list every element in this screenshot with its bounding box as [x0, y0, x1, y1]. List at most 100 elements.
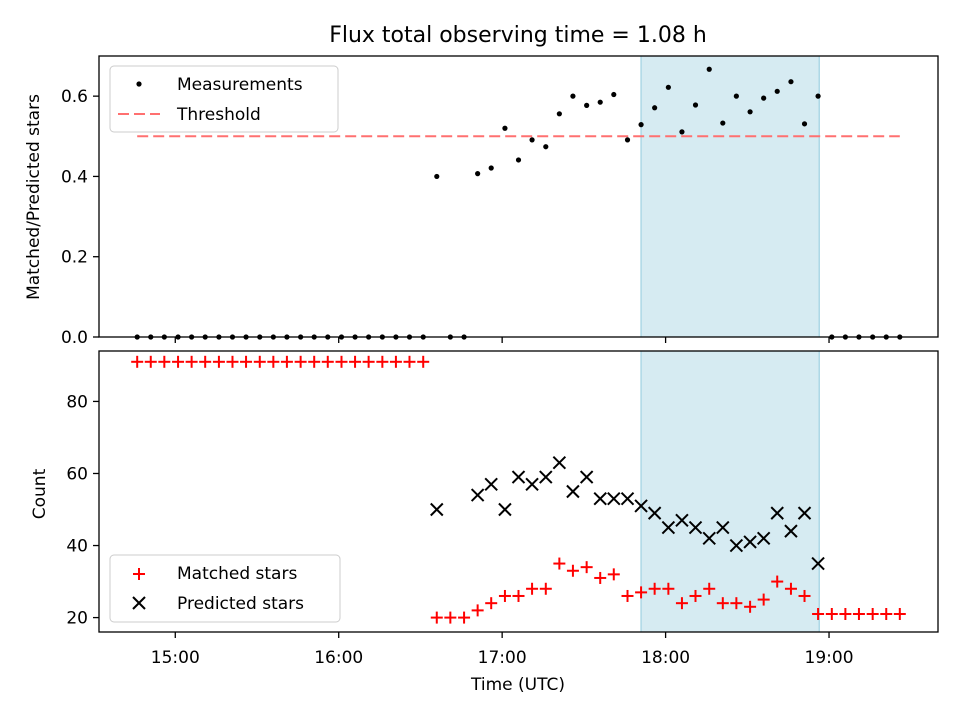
measurement-point	[788, 79, 794, 85]
matched-star-point	[267, 355, 280, 368]
matched-star-point	[621, 589, 634, 602]
matched-star-point	[389, 355, 402, 368]
bottom-y-tick-label: 80	[66, 392, 88, 412]
bottom-y-tick-label: 20	[66, 609, 88, 629]
top-legend: Measurements Threshold	[109, 65, 339, 133]
matched-star-point	[131, 355, 144, 368]
measurement-point	[488, 165, 494, 171]
matched-star-point	[566, 564, 579, 577]
measurement-point	[570, 93, 576, 99]
top-y-tick-label: 0.4	[61, 167, 88, 187]
top-x-ticks	[174, 337, 830, 343]
top-y-ticks: 0.0 0.2 0.4 0.6	[61, 87, 99, 348]
measurement-point	[502, 125, 508, 131]
matched-star-point	[349, 355, 362, 368]
matched-star-point	[580, 561, 593, 574]
measurement-point	[706, 66, 712, 72]
matched-star-point	[362, 355, 375, 368]
bottom-axes-frame	[98, 350, 939, 633]
measurement-point	[584, 102, 590, 108]
matched-star-point	[172, 355, 185, 368]
matched-star-point	[635, 586, 648, 599]
matched-star-point	[893, 607, 906, 620]
top-y-axis-label: Matched/Predicted stars	[24, 94, 44, 300]
matched-star-point	[308, 355, 321, 368]
matched-star-point	[648, 582, 661, 595]
measurement-point	[761, 95, 767, 101]
measurement-point	[679, 129, 685, 135]
predicted-star-point	[539, 470, 553, 484]
top-highlight-band	[641, 56, 820, 337]
predicted-star-point	[484, 477, 498, 492]
matched-star-point	[852, 607, 865, 620]
top-y-tick-label: 0.2	[61, 248, 88, 268]
predicted-star-point	[579, 470, 594, 484]
bottom-legend: Matched stars Predicted stars	[109, 554, 341, 623]
matched-star-point	[226, 355, 239, 368]
matched-star-point	[594, 571, 607, 584]
predicted-star-point	[647, 506, 662, 520]
matched-star-point	[444, 611, 457, 624]
predicted-star-point	[470, 488, 485, 502]
measurement-point	[434, 173, 440, 180]
predicted-star-point	[702, 531, 716, 546]
matched-star-point	[417, 355, 430, 368]
measurement-point	[515, 157, 522, 163]
matched-star-point	[839, 607, 852, 620]
matched-star-point	[553, 557, 566, 570]
measurements-legend-label: Measurements	[177, 75, 303, 95]
matched-star-point	[335, 355, 348, 368]
bottom-x-ticks: 15:00 16:00 17:00 18:00 19:00	[151, 632, 854, 668]
measurement-point	[475, 171, 481, 177]
measurements-legend-marker	[136, 81, 142, 87]
x-tick-label: 18:00	[641, 648, 690, 668]
matched-stars-legend-label: Matched stars	[177, 564, 297, 584]
matched-star-point	[812, 607, 825, 620]
matched-star-point	[199, 355, 212, 368]
measurement-point	[665, 84, 671, 90]
matched-star-point	[512, 589, 525, 602]
threshold-legend-label: Threshold	[176, 105, 261, 125]
measurement-point	[801, 121, 808, 127]
matched-star-point	[430, 611, 443, 624]
x-tick-label: 15:00	[151, 648, 200, 668]
matched-star-point	[458, 611, 471, 624]
measurement-point	[733, 93, 739, 99]
predicted-star-point	[675, 513, 689, 528]
x-axis-label: Time (UTC)	[470, 675, 565, 695]
predicted-star-point	[811, 556, 825, 571]
predicted-star-point	[784, 524, 798, 538]
predicted-stars-legend-marker	[132, 596, 146, 610]
measurement-point	[638, 122, 644, 128]
matched-star-point	[866, 607, 879, 620]
predicted-star-point	[525, 477, 539, 492]
bottom-panel: 15:00 16:00 17:00 18:00 19:00 20 40 60 80 Time …	[30, 350, 939, 695]
measurement-point	[543, 144, 549, 150]
top-panel: 0.0 0.2 0.4 0.6 Flux total observing time =…	[24, 23, 939, 348]
predicted-star-point	[511, 470, 526, 484]
top-y-tick-label: 0.6	[61, 87, 88, 107]
matched-stars-points	[131, 355, 906, 624]
x-tick-label: 16:00	[314, 648, 363, 668]
bottom-y-tick-label: 60	[66, 464, 88, 484]
measurement-point	[652, 105, 658, 111]
matched-star-point	[376, 355, 389, 368]
bottom-highlight-band	[641, 351, 820, 632]
predicted-stars-points	[430, 455, 825, 571]
matched-star-point	[703, 582, 716, 595]
matched-star-point	[825, 607, 838, 620]
top-axes-frame	[98, 55, 939, 338]
chart-title: Flux total observing time = 1.08 h	[329, 23, 707, 48]
matched-star-point	[185, 355, 198, 368]
x-tick-label: 19:00	[805, 648, 854, 668]
matched-star-point	[744, 600, 757, 613]
matched-star-point	[689, 589, 702, 602]
predicted-star-point	[756, 531, 771, 546]
matched-star-point	[716, 597, 729, 610]
measurement-point	[720, 120, 726, 126]
matched-star-point	[880, 607, 893, 620]
matched-star-point	[784, 582, 797, 595]
matched-star-point	[321, 355, 334, 368]
matched-star-point	[730, 597, 743, 610]
